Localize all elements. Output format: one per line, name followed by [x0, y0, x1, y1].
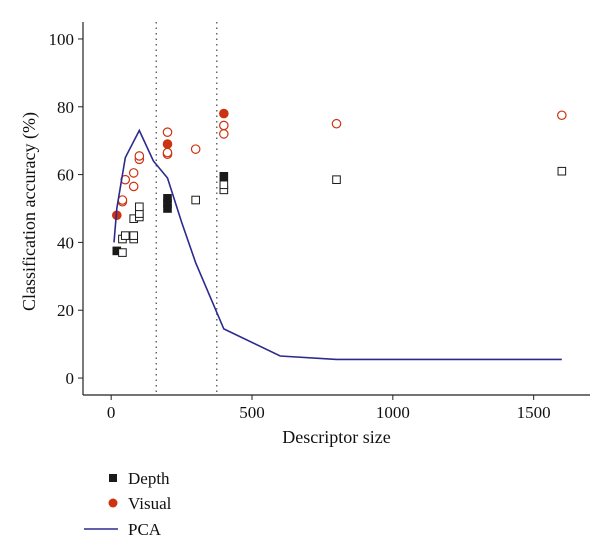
depth-point — [191, 195, 200, 205]
y-axis: 0 20 40 60 80 100 — [49, 30, 83, 388]
visual-point — [134, 151, 145, 161]
depth-point — [219, 171, 229, 181]
x-axis: 0 500 1000 1500 — [107, 395, 551, 422]
legend-item-pca: PCA — [84, 520, 162, 539]
depth-point — [118, 248, 127, 257]
depth-point — [219, 180, 229, 190]
visual-point — [219, 108, 229, 119]
depth-point — [120, 231, 130, 240]
legend: Depth Visual PCA — [84, 469, 172, 539]
legend-label: Depth — [128, 469, 170, 488]
legend-item-visual: Visual — [108, 494, 172, 513]
x-tick-label: 1000 — [376, 403, 410, 422]
y-tick-label: 100 — [49, 30, 75, 49]
visual-point — [331, 118, 342, 129]
x-tick-label: 0 — [107, 403, 116, 422]
depth-point — [129, 231, 138, 240]
depth-point — [557, 166, 567, 176]
depth-point — [135, 202, 144, 212]
legend-item-depth: Depth — [109, 469, 170, 488]
legend-label: Visual — [128, 494, 172, 513]
series-layer — [112, 108, 567, 361]
depth-point — [332, 175, 341, 184]
y-tick-label: 40 — [57, 233, 74, 252]
series-depth — [112, 166, 567, 257]
plot-frame — [82, 22, 590, 396]
series-pca — [113, 128, 562, 361]
visual-point — [128, 168, 139, 178]
visual-point — [219, 129, 229, 139]
x-axis-label: Descriptor size — [282, 427, 390, 447]
visual-point — [162, 147, 173, 158]
depth-point — [163, 194, 172, 203]
y-tick-label: 60 — [57, 166, 74, 185]
y-tick-label: 20 — [57, 301, 74, 320]
x-tick-label: 500 — [239, 403, 265, 422]
visual-point — [557, 110, 567, 121]
visual-point — [162, 127, 173, 138]
visual-point — [190, 144, 201, 154]
legend-label: PCA — [128, 520, 162, 539]
legend-marker-depth — [109, 474, 117, 482]
y-tick-label: 0 — [66, 369, 75, 388]
visual-point — [128, 181, 139, 192]
x-tick-label: 1500 — [517, 403, 551, 422]
y-axis-label: Classification accuracy (%) — [19, 112, 40, 311]
legend-marker-visual — [108, 498, 118, 508]
pca-line — [113, 128, 562, 361]
series-visual — [112, 108, 567, 221]
y-tick-label: 80 — [57, 98, 74, 117]
visual-point — [162, 139, 173, 149]
visual-point — [219, 120, 229, 131]
